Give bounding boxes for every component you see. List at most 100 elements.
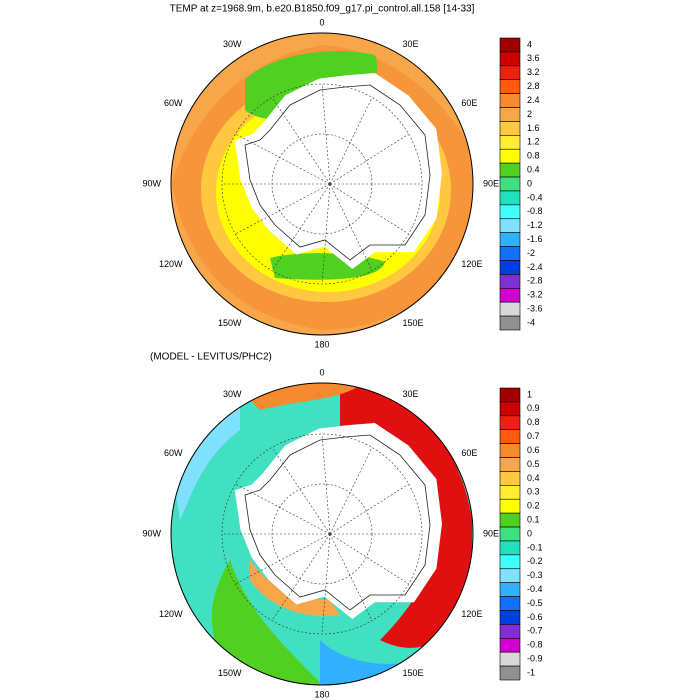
colorbar-label: 0: [527, 178, 532, 188]
meridian: [321, 183, 331, 285]
lon-label: 150E: [403, 668, 424, 678]
colorbar-box: [499, 301, 521, 317]
meridian: [271, 447, 331, 535]
colorbar-box: [499, 107, 521, 122]
colorbar-box: [499, 610, 521, 625]
colorbar-label: 0.3: [527, 487, 540, 497]
lon-label: 30E: [403, 39, 419, 49]
colorbar-label: -0.9: [527, 654, 543, 664]
colorbar-label: -2: [527, 248, 535, 258]
lon-label: 60E: [461, 98, 477, 108]
colorbar-box: [499, 79, 521, 94]
lon-label: 30E: [403, 389, 419, 399]
meridians: [222, 83, 422, 285]
colorbar-box: [499, 540, 521, 556]
colorbar-label: -1: [527, 667, 535, 677]
lon-label: 30W: [223, 39, 242, 49]
colorbar-label: 0.6: [527, 445, 540, 455]
lon-label: 180: [314, 339, 329, 349]
colorbar-box: [499, 135, 521, 150]
colorbar-box: [499, 162, 521, 178]
colorbar-box: [499, 387, 521, 403]
colorbar-box: [499, 232, 521, 247]
meridian: [329, 183, 373, 271]
colorbar-label: -0.2: [527, 556, 543, 566]
colorbar-label: -0.8: [527, 206, 543, 216]
meridian: [235, 533, 331, 585]
meridian: [321, 83, 331, 185]
colorbar-label: -4: [527, 317, 535, 327]
colorbar-label: 0.2: [527, 501, 540, 511]
colorbar-box: [499, 246, 521, 261]
lon-label: 0: [319, 17, 324, 27]
colorbar-label: -0.4: [527, 192, 543, 202]
colorbar-label: 0.8: [527, 417, 540, 427]
colorbar-label: -1.6: [527, 234, 543, 244]
colorbar-label: 4: [527, 39, 532, 49]
colorbar-label: 0: [527, 528, 532, 538]
colorbar-label: 1: [527, 389, 532, 399]
map-title: TEMP at z=1968.9m, b.e20.B1850.f09_g17.p…: [170, 4, 475, 15]
colorbar-box: [499, 415, 521, 431]
colorbar-box: [499, 176, 521, 192]
colorbar-box: [499, 37, 521, 53]
colorbar-box: [499, 315, 521, 331]
colorbar-box: [499, 512, 521, 528]
lon-label: 90W: [142, 178, 161, 188]
colorbar-label: 0.9: [527, 403, 540, 413]
colorbar-label: 0.5: [527, 459, 540, 469]
lon-label: 90E: [483, 528, 499, 538]
lon-label: 150W: [218, 318, 242, 328]
colorbar-label: 2: [527, 109, 532, 119]
colorbar-box: [499, 51, 521, 67]
lon-label: 60W: [164, 98, 183, 108]
colorbar-label: -0.5: [527, 598, 543, 608]
lon-label: 60E: [461, 448, 477, 458]
colorbar-box: [499, 568, 521, 583]
colorbar-box: [499, 443, 521, 458]
lon-label: 180: [314, 689, 329, 699]
colorbar-box: [499, 498, 521, 514]
meridian: [329, 483, 409, 535]
colorbar-box: [499, 93, 521, 108]
colorbar-label: 2.8: [527, 81, 540, 91]
colorbar-box: [499, 526, 521, 542]
colorbar-label: -2.4: [527, 262, 543, 272]
colorbar-box: [499, 260, 521, 275]
colorbar-label: -0.8: [527, 640, 543, 650]
colorbar-box: [499, 596, 521, 611]
colorbar-label: -3.6: [527, 304, 543, 314]
colorbar-box: [499, 665, 521, 681]
colorbar-label: -0.1: [527, 542, 543, 552]
colorbar-box: [499, 554, 521, 570]
colorbar-label: 0.7: [527, 431, 540, 441]
meridian: [329, 133, 409, 185]
meridian: [329, 447, 373, 535]
colorbar-label: -2.8: [527, 276, 543, 286]
colorbar-label: 0.4: [527, 164, 540, 174]
colorbar-box: [499, 429, 521, 444]
meridian: [329, 97, 373, 185]
lon-label: 90W: [142, 528, 161, 538]
colorbar-box: [499, 274, 521, 289]
meridian: [235, 483, 331, 535]
colorbar-box: [499, 582, 521, 597]
colorbar-box: [499, 287, 521, 303]
meridian: [321, 533, 331, 635]
map-border: [170, 382, 474, 686]
colorbar-label: -0.7: [527, 626, 543, 636]
colorbar-box: [499, 121, 521, 136]
colorbar-label: -3.2: [527, 290, 543, 300]
colorbar-box: [499, 637, 521, 653]
lon-label: 150E: [403, 318, 424, 328]
colorbar-label: 3.2: [527, 67, 540, 77]
lon-label: 150W: [218, 668, 242, 678]
meridian: [329, 183, 409, 235]
lon-label: 90E: [483, 178, 499, 188]
colorbar-box: [499, 457, 521, 472]
lon-label: 0: [319, 367, 324, 377]
meridian: [235, 183, 331, 235]
colorbar-label: 2.4: [527, 95, 540, 105]
lon-label: 120W: [159, 259, 183, 269]
colorbar-label: 0.8: [527, 151, 540, 161]
